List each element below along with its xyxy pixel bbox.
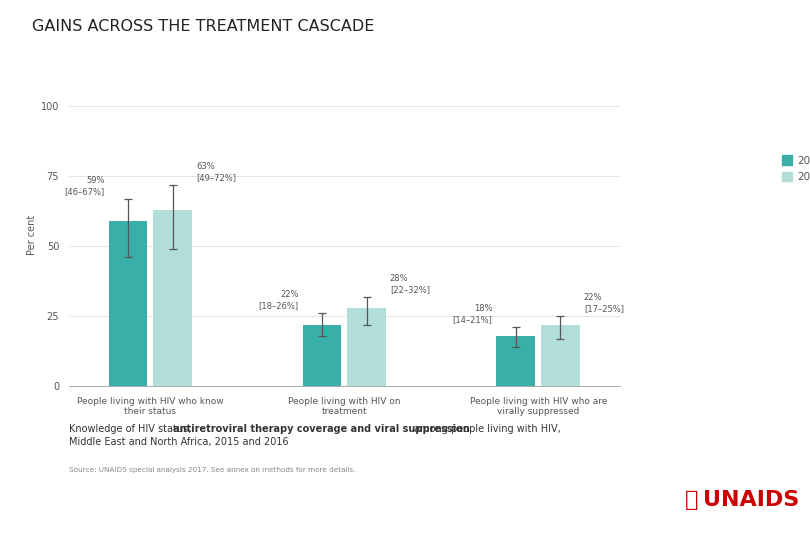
Bar — [303, 325, 341, 386]
Text: Middle East and North Africa, 2015 and 2016: Middle East and North Africa, 2015 and 2… — [69, 437, 288, 448]
Text: GAINS ACROSS THE TREATMENT CASCADE: GAINS ACROSS THE TREATMENT CASCADE — [32, 19, 375, 34]
Bar — [347, 308, 386, 386]
Bar — [109, 221, 147, 386]
Text: antiretroviral therapy coverage and viral suppression: antiretroviral therapy coverage and vira… — [173, 424, 469, 434]
Text: Source: UNAIDS special analysis 2017. See annex on methods for more details.: Source: UNAIDS special analysis 2017. Se… — [69, 467, 356, 473]
Text: 59%
[46–67%]: 59% [46–67%] — [65, 176, 104, 195]
Text: 18%
[14–21%]: 18% [14–21%] — [453, 305, 492, 325]
Text: 63%
[49–72%]: 63% [49–72%] — [196, 161, 236, 181]
Text: 28%
[22–32%]: 28% [22–32%] — [390, 274, 430, 294]
Bar — [153, 210, 192, 386]
Bar — [497, 336, 535, 386]
Text: 22%
[18–26%]: 22% [18–26%] — [258, 291, 299, 310]
Bar — [541, 325, 580, 386]
Text: Knowledge of HIV status,: Knowledge of HIV status, — [69, 424, 194, 434]
Legend: 2015, 2016: 2015, 2016 — [782, 156, 810, 182]
Text: among people living with HIV,: among people living with HIV, — [411, 424, 561, 434]
Y-axis label: Per cent: Per cent — [27, 215, 36, 255]
Text: Ⓚ: Ⓚ — [684, 490, 698, 510]
Text: 22%
[17–25%]: 22% [17–25%] — [584, 293, 624, 313]
Text: UNAIDS: UNAIDS — [703, 490, 799, 510]
